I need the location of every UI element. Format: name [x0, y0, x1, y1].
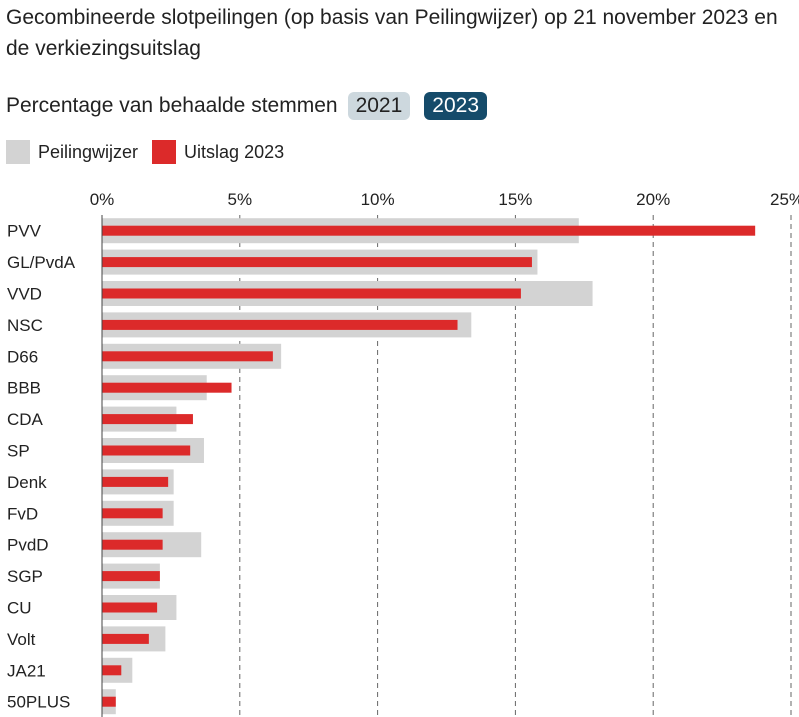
bar-uitslag: [102, 288, 521, 299]
category-label: PvdD: [7, 536, 49, 555]
x-tick-label: 10%: [361, 190, 395, 209]
x-tick-label: 25%: [770, 190, 799, 209]
category-label: Denk: [7, 473, 47, 492]
x-tick-label: 5%: [228, 190, 253, 209]
x-tick-label: 15%: [498, 190, 532, 209]
bar-uitslag: [102, 633, 149, 644]
bar-uitslag: [102, 414, 193, 425]
chart-subtitle: Percentage van behaalde stemmen: [6, 94, 338, 117]
category-label: CDA: [7, 410, 44, 429]
legend-swatch-uitslag: [152, 140, 177, 164]
bar-uitslag: [102, 257, 532, 268]
category-label: VVD: [7, 285, 42, 304]
bar-uitslag: [102, 696, 116, 707]
category-label: PVV: [7, 222, 42, 241]
category-label: FvD: [7, 504, 38, 523]
bar-uitslag: [102, 665, 122, 676]
bar-uitslag: [102, 351, 273, 362]
bar-uitslag: [102, 319, 458, 330]
category-label: GL/PvdA: [7, 253, 76, 272]
x-tick-label: 0%: [90, 190, 115, 209]
category-label: JA21: [7, 661, 46, 680]
legend-label-peilingwijzer: Peilingwijzer: [38, 141, 139, 162]
category-label: Volt: [7, 630, 36, 649]
chart-title: Gecombineerde slotpeilingen (op basis va…: [6, 6, 778, 60]
bar-uitslag: [102, 445, 191, 456]
bar-uitslag: [102, 571, 160, 582]
bar-uitslag: [102, 508, 163, 519]
bar-uitslag: [102, 225, 756, 236]
category-label: NSC: [7, 316, 43, 335]
subtitle-row: Percentage van behaalde stemmen 2021 202…: [6, 92, 487, 120]
bar-uitslag: [102, 539, 163, 550]
bar-uitslag: [102, 382, 232, 393]
legend-swatch-peilingwijzer: [6, 140, 30, 164]
category-label: D66: [7, 347, 38, 366]
category-label: 50PLUS: [7, 693, 70, 712]
year-toggle-2023[interactable]: 2023: [424, 92, 487, 120]
legend-label-uitslag: Uitslag 2023: [184, 141, 285, 162]
x-tick-label: 20%: [636, 190, 670, 209]
category-label: SP: [7, 442, 30, 461]
category-label: SGP: [7, 567, 43, 586]
bar-uitslag: [102, 602, 158, 613]
legend: Peilingwijzer Uitslag 2023: [6, 140, 298, 164]
year-toggle-2021[interactable]: 2021: [347, 92, 411, 120]
bar-uitslag: [102, 476, 169, 487]
category-label: CU: [7, 599, 32, 618]
category-label: BBB: [7, 379, 41, 398]
